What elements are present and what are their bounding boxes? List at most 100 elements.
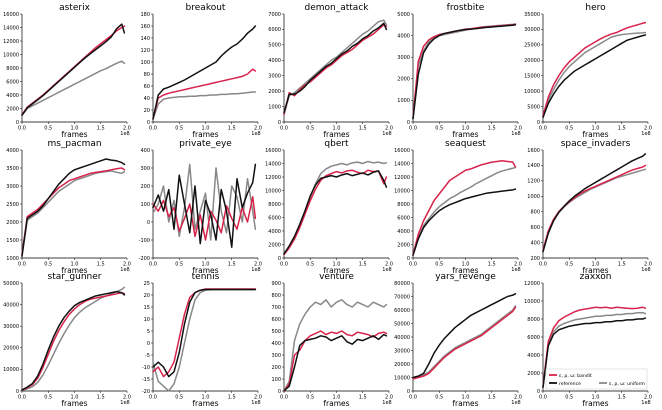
x-axis-label: frames — [192, 130, 218, 139]
y-tick-label: 15 — [144, 305, 150, 311]
y-tick-label: 3000 — [397, 55, 410, 61]
x-tick-label: 0.5 — [565, 395, 573, 401]
panel-title: private_eye — [179, 139, 232, 149]
series-line-reference — [152, 163, 257, 248]
series-line-uniform — [412, 23, 517, 119]
panel-title: asterix — [59, 3, 90, 13]
series-line-reference — [21, 290, 126, 391]
y-tick-label: 0 — [278, 389, 281, 395]
y-tick-label: 8000 — [527, 317, 540, 323]
x-tick-label: 2.0 — [254, 126, 262, 132]
panel-demon-attack: demon_attack 0 1000 2000 3000 4000 5000 6000 700… — [268, 3, 393, 139]
series-line-reference — [412, 24, 517, 120]
panel-title: zaxxon — [580, 272, 612, 282]
x-axis-label: frames — [452, 266, 478, 275]
x-tick-label: 0.0 — [409, 395, 417, 401]
y-tick-label: 10000 — [524, 89, 540, 95]
y-tick-label: 0 — [147, 220, 150, 226]
panel-frostbite: frostbite 0 1000 2000 3000 4000 5000 0.0 0.5 1.0 1… — [397, 3, 522, 139]
y-tick-label: 2000 — [6, 106, 19, 112]
x-tick-label: 0.5 — [175, 126, 183, 132]
x-tick-label: 0.0 — [409, 126, 417, 132]
panel-space-invaders: space_invaders 200 400 600 800 1000 1200 1400 16… — [527, 139, 652, 275]
y-tick-label: -15 — [142, 377, 150, 383]
y-tick-label: 14000 — [394, 161, 410, 167]
y-tick-label: 2500 — [6, 202, 19, 208]
x-multiplier: 1e8 — [641, 267, 650, 273]
series-line-reference — [542, 317, 647, 389]
x-axis-label: frames — [192, 399, 218, 408]
y-tick-label: 6000 — [6, 79, 19, 85]
x-multiplier: 1e8 — [120, 267, 129, 273]
x-tick-label: 1.0 — [592, 395, 600, 401]
y-tick-label: 300 — [271, 353, 281, 359]
x-multiplier: 1e8 — [382, 131, 391, 137]
x-tick-label: 2.0 — [123, 262, 131, 268]
y-tick-label: 20 — [144, 108, 150, 114]
x-tick-label: 0.0 — [149, 395, 157, 401]
x-axis-label: frames — [61, 266, 87, 275]
x-tick-label: 1.5 — [488, 395, 496, 401]
y-tick-label: 14000 — [265, 161, 281, 167]
y-tick-label: 8000 — [268, 202, 281, 208]
y-tick-label: 600 — [271, 317, 281, 323]
y-tick-label: 14000 — [3, 25, 19, 31]
y-tick-label: 12000 — [394, 175, 410, 181]
x-tick-label: 2.0 — [385, 395, 393, 401]
y-tick-label: 10000 — [394, 188, 410, 194]
x-tick-label: 0.5 — [306, 262, 314, 268]
x-multiplier: 1e8 — [120, 400, 129, 406]
y-tick-label: 2000 — [527, 371, 540, 377]
panel-zaxxon: zaxxon 0 2000 4000 6000 8000 10000 12000 0.0 0.5 1… — [524, 272, 652, 408]
y-tick-label: 30000 — [394, 348, 410, 354]
y-tick-label: 15000 — [524, 74, 540, 80]
y-tick-label: 40000 — [3, 302, 19, 308]
x-tick-label: 0.0 — [18, 126, 26, 132]
y-tick-label: 300 — [140, 166, 150, 172]
y-tick-label: 1600 — [527, 148, 540, 154]
x-multiplier: 1e8 — [382, 400, 391, 406]
panel-ms-pacman: ms_pacman 1000 1500 2000 2500 3000 3500 4000 0.0… — [6, 139, 131, 275]
y-tick-label: 6000 — [527, 335, 540, 341]
x-multiplier: 1e8 — [382, 267, 391, 273]
y-tick-label: 10000 — [3, 367, 19, 373]
panel-venture: venture 0 100 200 300 400 500 600 700 800 900 0.0 0.… — [271, 272, 393, 408]
y-tick-label: 7000 — [268, 12, 281, 18]
y-tick-label: 60000 — [394, 308, 410, 314]
x-multiplier: 1e8 — [251, 400, 260, 406]
panel-title: ms_pacman — [47, 139, 101, 149]
x-tick-label: 1.0 — [333, 262, 341, 268]
y-tick-label: -10 — [142, 365, 150, 371]
axis-spine — [542, 14, 648, 123]
y-tick-label: 5000 — [268, 43, 281, 49]
x-tick-label: 2.0 — [644, 126, 652, 132]
y-tick-label: 1200 — [527, 179, 540, 185]
panel-title: star_gunner — [48, 272, 102, 282]
x-tick-label: 1.0 — [462, 126, 470, 132]
y-tick-label: 2000 — [397, 242, 410, 248]
y-tick-label: 3000 — [6, 184, 19, 190]
y-tick-label: 400 — [271, 341, 281, 347]
series-line-bandit — [542, 21, 647, 117]
x-tick-label: 1.0 — [71, 126, 79, 132]
x-axis-label: frames — [323, 399, 349, 408]
y-tick-label: 0 — [407, 120, 410, 126]
y-tick-label: 5000 — [397, 12, 410, 18]
series-line-reference — [542, 34, 647, 119]
x-tick-label: 1.0 — [202, 126, 210, 132]
y-tick-label: 1500 — [6, 238, 19, 244]
series-line-uniform — [21, 286, 126, 391]
y-tick-label: 600 — [530, 225, 540, 231]
panel-title: breakout — [186, 3, 226, 13]
series-line-bandit — [152, 68, 257, 120]
series-line-bandit — [283, 24, 388, 116]
y-tick-label: 100 — [140, 202, 150, 208]
series-line-bandit — [21, 167, 126, 256]
y-tick-label: 12000 — [265, 175, 281, 181]
y-tick-label: 70000 — [394, 294, 410, 300]
x-tick-label: 0.5 — [44, 126, 52, 132]
x-tick-label: 1.5 — [97, 126, 105, 132]
y-tick-label: 6000 — [268, 27, 281, 33]
series-line-reference — [283, 333, 388, 392]
